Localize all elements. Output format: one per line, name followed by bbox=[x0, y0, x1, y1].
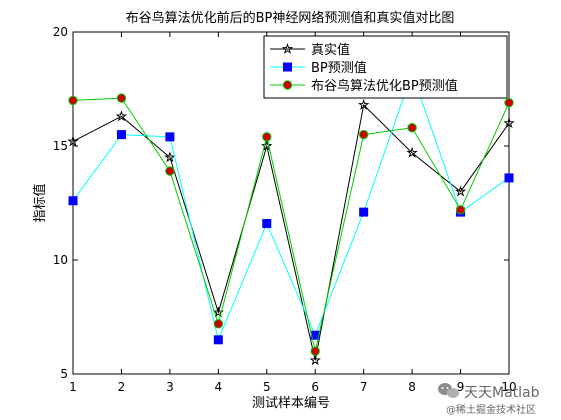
x-tick-label: 8 bbox=[408, 380, 416, 394]
legend-entry: 布谷鸟算法优化BP预测值 bbox=[270, 78, 458, 94]
legend-entry: 真实值 bbox=[270, 42, 350, 58]
legend-entry: BP预测值 bbox=[270, 60, 367, 76]
watermark-brand: 天天Matlab bbox=[464, 385, 540, 401]
watermark-community: @稀土掘金技术社区 bbox=[446, 403, 536, 416]
legend-label: 真实值 bbox=[311, 42, 350, 58]
data-point bbox=[359, 207, 369, 217]
data-point bbox=[455, 205, 466, 215]
x-axis-ticks: 1 2 3 4 5 6 7 8 9 10 bbox=[69, 32, 517, 394]
series-line bbox=[72, 97, 510, 352]
x-tick-label: 1 bbox=[69, 380, 77, 394]
data-point bbox=[407, 123, 417, 133]
data-point bbox=[504, 97, 514, 108]
y-tick-label: 5 bbox=[60, 367, 68, 381]
series-3 bbox=[68, 93, 514, 356]
data-point bbox=[406, 146, 418, 158]
data-point bbox=[504, 173, 514, 183]
chart-title: 布谷鸟算法优化前后的BP神经网络预测值和真实值对比图 bbox=[126, 10, 455, 26]
x-tick-label: 3 bbox=[166, 380, 174, 394]
x-tick-label: 10 bbox=[501, 380, 516, 394]
data-point bbox=[116, 130, 126, 140]
data-point bbox=[165, 132, 175, 142]
x-tick-label: 9 bbox=[457, 380, 465, 394]
data-point bbox=[309, 354, 321, 366]
x-tick-label: 2 bbox=[118, 380, 126, 394]
series-layer bbox=[67, 68, 515, 366]
x-tick-label: 5 bbox=[263, 380, 271, 394]
series-1 bbox=[67, 98, 515, 366]
data-point bbox=[115, 110, 128, 122]
data-point bbox=[164, 151, 176, 163]
y-tick-label: 15 bbox=[53, 139, 68, 153]
data-point bbox=[262, 219, 272, 229]
x-tick-label: 6 bbox=[311, 380, 319, 394]
data-point bbox=[503, 117, 515, 129]
series-line bbox=[72, 103, 510, 361]
data-point bbox=[165, 166, 175, 176]
y-axis-ticks: 5 10 15 20 bbox=[53, 25, 509, 381]
data-point bbox=[261, 139, 273, 151]
watermark: 天天Matlab @稀土掘金技术社区 bbox=[438, 383, 540, 416]
legend-label: 布谷鸟算法优化BP预测值 bbox=[311, 78, 458, 94]
data-point bbox=[358, 129, 369, 140]
data-point bbox=[67, 135, 79, 147]
y-tick-label: 20 bbox=[53, 25, 68, 39]
series-line bbox=[72, 71, 510, 342]
data-point bbox=[454, 185, 467, 197]
legend-marker bbox=[282, 80, 293, 90]
legend-marker bbox=[281, 42, 294, 54]
legend-marker bbox=[283, 62, 292, 72]
x-axis-label: 测试样本编号 bbox=[252, 396, 330, 411]
wechat-logo-icon bbox=[438, 383, 459, 398]
data-point bbox=[357, 98, 370, 110]
data-point bbox=[213, 335, 223, 345]
data-point bbox=[310, 346, 320, 356]
data-point bbox=[262, 132, 272, 142]
x-tick-label: 7 bbox=[360, 380, 368, 394]
y-axis-label: 指标值 bbox=[32, 183, 48, 222]
data-point bbox=[68, 95, 78, 106]
data-point bbox=[68, 196, 78, 206]
x-tick-label: 4 bbox=[215, 380, 223, 394]
data-point bbox=[116, 93, 127, 103]
y-tick-label: 10 bbox=[53, 253, 68, 267]
data-point bbox=[213, 319, 224, 329]
legend-label: BP预测值 bbox=[311, 60, 367, 76]
